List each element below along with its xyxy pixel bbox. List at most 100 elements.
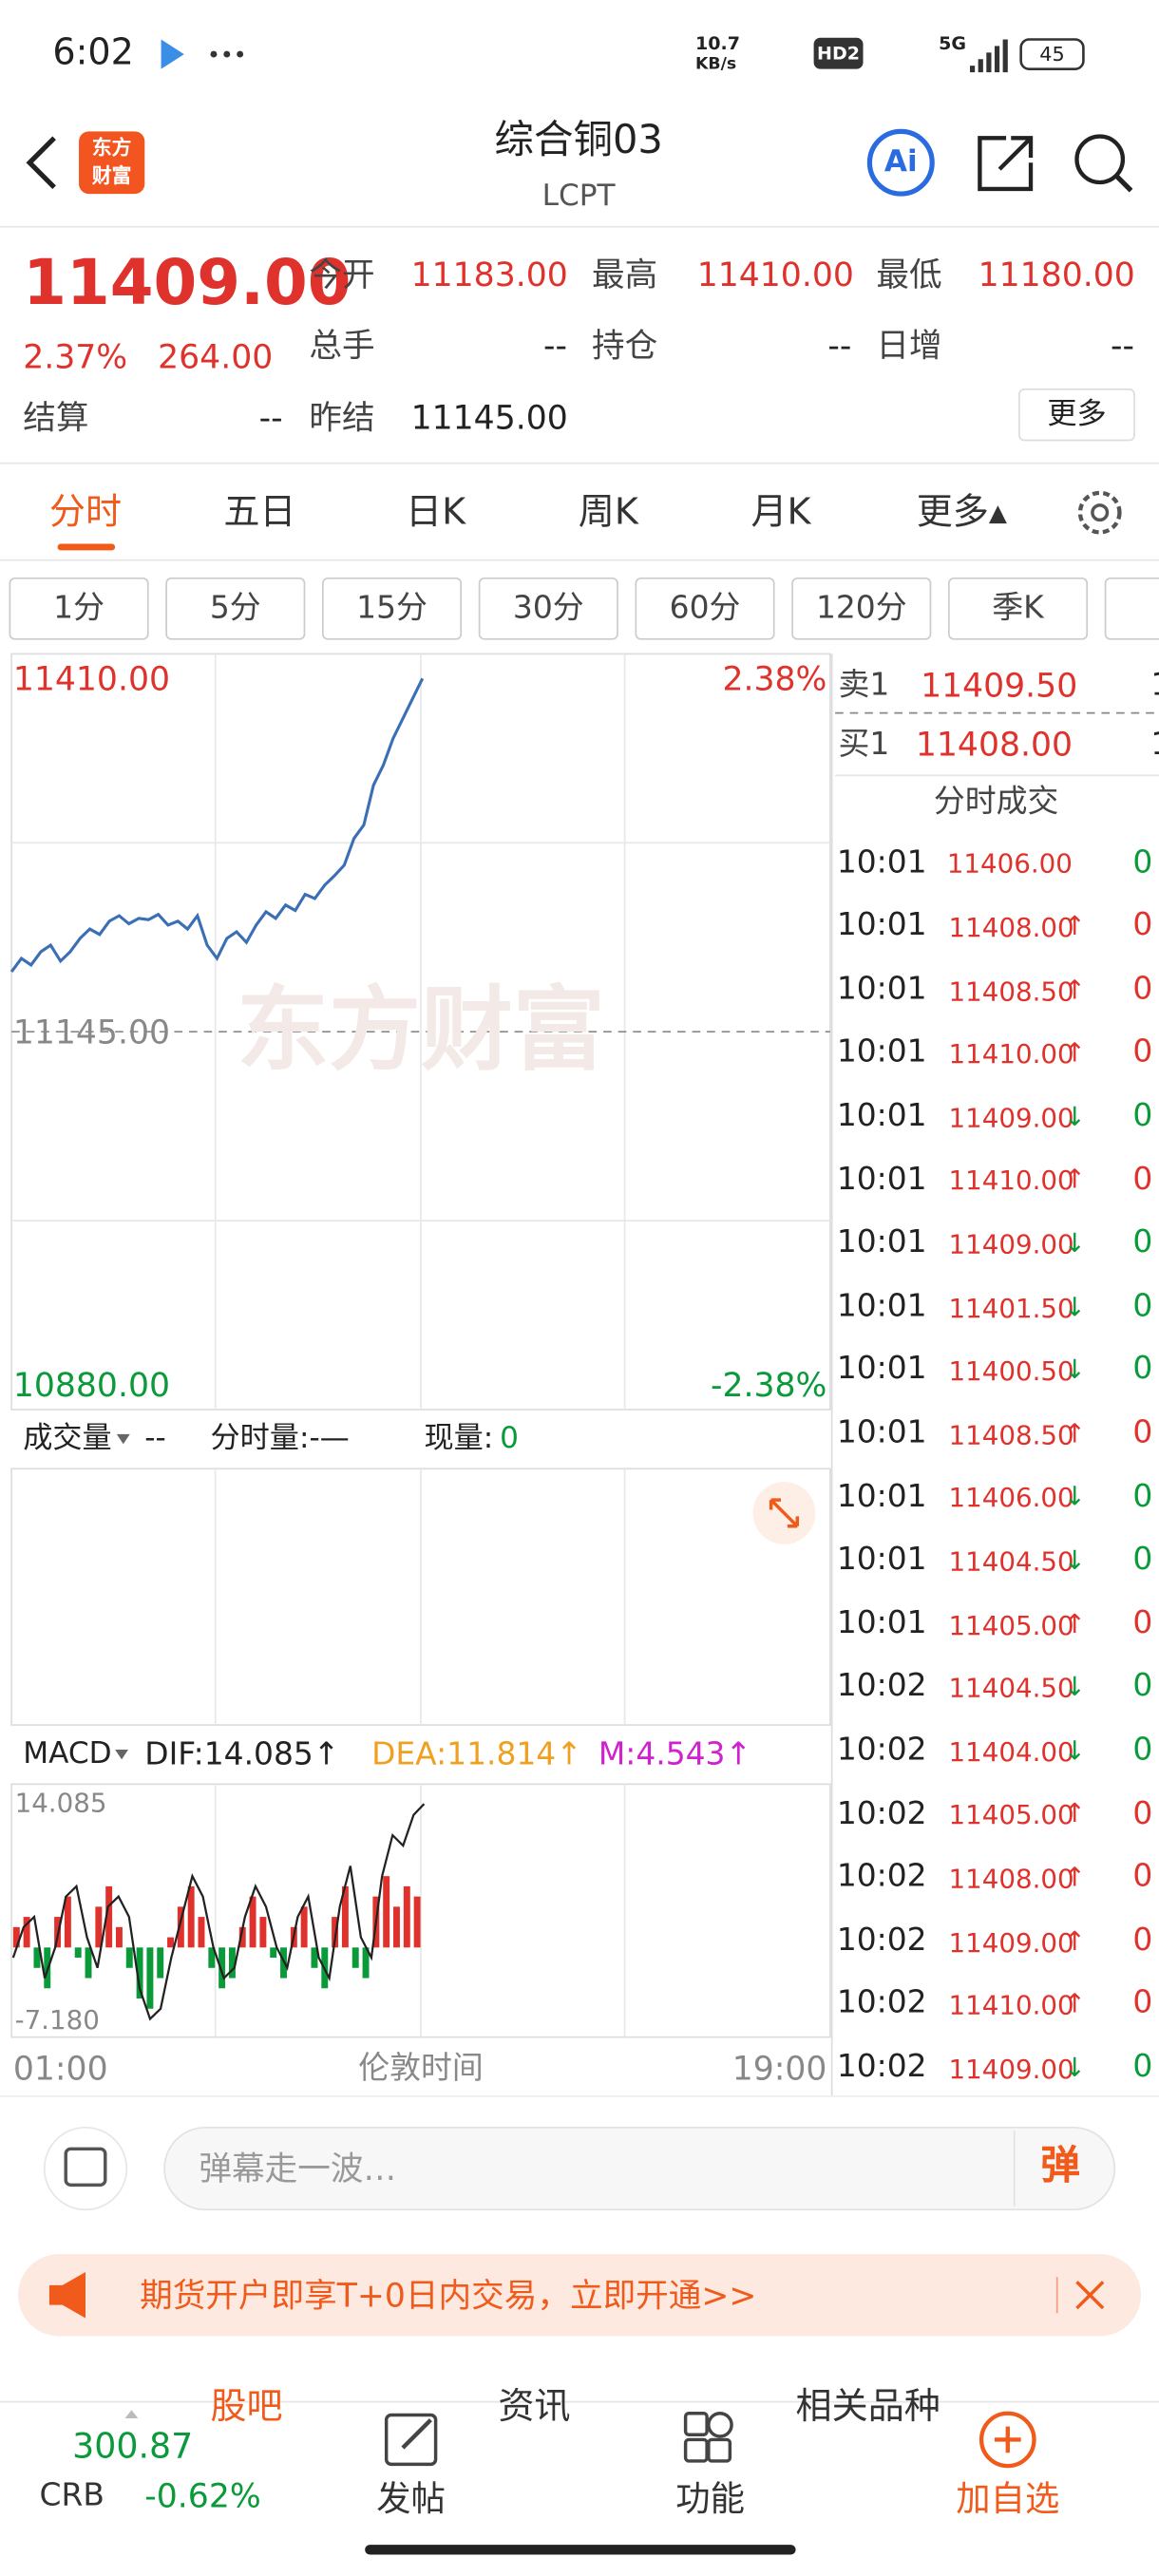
trade-time: 10:02 [836,1985,927,2022]
period-button[interactable] [947,577,1089,640]
macd-bar [383,1876,390,1948]
minute-volume: 分时量:-— [210,1421,350,1456]
more-button[interactable] [1018,388,1135,442]
function-icon [683,2412,709,2436]
x-tick-label: 01:00 [12,2048,108,2089]
period-label[interactable]: 5分 [209,589,261,626]
trade-price: 11400.50 [948,1355,1074,1388]
danmaku-button[interactable]: 弹 [1040,2141,1080,2188]
period-label[interactable]: 季K [992,589,1044,626]
trade-time: 10:01 [836,1097,927,1134]
trade-time: 10:01 [836,1161,927,1198]
period-button[interactable] [478,577,618,640]
sub-tab[interactable]: 资讯 [498,2386,571,2428]
period-button[interactable] [9,577,149,640]
period-label[interactable]: 1分 [53,589,104,626]
share-button[interactable] [978,136,1034,192]
y-tick-label: 11410.00 [12,658,170,699]
macd-bar [136,1947,143,1998]
trade-direction: ↓ [1063,1671,1086,1703]
period-button[interactable] [635,577,775,640]
trade-time: 10:01 [836,1351,927,1388]
back-button[interactable] [26,136,56,190]
macd-m: M:4.543↑ [598,1735,752,1772]
trade-volume: 0 [1132,1604,1153,1641]
signal-bar [994,46,1000,73]
trade-time: 10:01 [836,1604,927,1641]
more-label[interactable]: 更多 [1047,397,1107,433]
period-button[interactable] [791,577,932,640]
hd: HD2 [817,43,861,66]
settings[interactable] [1077,490,1122,535]
period-label[interactable]: 15分 [356,589,428,626]
field-value: -- [258,397,283,438]
trade-time: 10:02 [836,1922,927,1959]
tab[interactable]: 更多▴ [916,492,1007,534]
field-value: 11410.00 [696,255,854,294]
price-line [10,677,425,973]
macd-bar [177,1906,184,1948]
period-label[interactable]: 120分 [815,589,907,626]
period-button[interactable] [1104,577,1159,640]
dropdown [116,1433,130,1445]
search-button[interactable] [1074,134,1126,185]
trade-time: 10:01 [836,843,927,881]
macd-bar [300,1906,308,1948]
period-label[interactable]: 30分 [512,589,584,626]
banner[interactable] [18,2253,1141,2337]
trade-price: 11410.00 [948,1038,1074,1070]
dif: DIF:14.085↑ [144,1735,340,1772]
trade-volume: 0 [1132,1731,1153,1769]
tab-underline [57,543,116,551]
macd-bar [270,1947,277,1959]
tab[interactable]: 分时 [48,492,123,534]
dot [210,50,218,58]
banner-text[interactable]: 期货开户即享T+0日内交易，立即开通>> [140,2275,757,2315]
tab[interactable]: 五日 [223,492,296,534]
macd-label[interactable]: MACD [23,1736,112,1771]
comment-icon-bg[interactable] [43,2126,128,2211]
trade-price: 11404.50 [948,1673,1074,1704]
trade-price: 11409.00 [948,1926,1074,1958]
period-label[interactable]: 60分 [669,589,741,626]
trade-direction: ↑ [1063,1861,1086,1893]
ai-label[interactable]: Ai [884,144,918,180]
nav-item[interactable]: 功能 [675,2479,745,2520]
sub-tab[interactable]: 股吧 [210,2386,283,2428]
trade-price: 11405.00 [948,1799,1074,1831]
input[interactable] [163,2126,1116,2211]
trade-direction: ↓ [1063,1354,1086,1386]
logo-text: 东方 [91,136,132,160]
trade-time: 10:01 [836,1414,927,1451]
volume-label[interactable]: 成交量 [23,1421,112,1456]
trade-volume: 0 [1132,2048,1153,2085]
trade-direction: ↓ [1063,1544,1086,1576]
trade-price: 11409.00 [948,1228,1074,1260]
trade-time: 10:01 [836,907,927,944]
ask-qty: 1 [1150,667,1159,704]
period-button[interactable] [322,577,463,640]
index-value: 300.87 [72,2427,194,2467]
change-pct: 2.37% [23,336,128,377]
nav-item[interactable]: 发帖 [376,2479,446,2520]
ai-button[interactable] [866,128,935,197]
tab[interactable]: 周K [578,492,638,534]
sub-tab[interactable]: 相关品种 [795,2386,940,2428]
tab[interactable]: 日K [406,492,466,534]
banner-close[interactable] [1075,2281,1105,2310]
x-axis-title: 伦敦时间 [358,2049,484,2086]
trade-direction: ↓ [1063,1227,1086,1259]
nav-item[interactable]: 加自选 [956,2479,1060,2520]
macd-bar [311,1947,318,1968]
trade-time: 10:02 [836,1731,927,1769]
macd-bar [413,1896,421,1948]
trade-direction: ↓ [1063,1100,1086,1132]
bid-qty: 1 [1150,726,1159,763]
macd-bar [341,1885,349,1948]
tab[interactable]: 月K [750,492,811,534]
last-price: 11409.00 [23,246,352,319]
post-icon [384,2413,438,2467]
period-button[interactable] [165,577,306,640]
title: 综合铜03 [494,116,663,162]
